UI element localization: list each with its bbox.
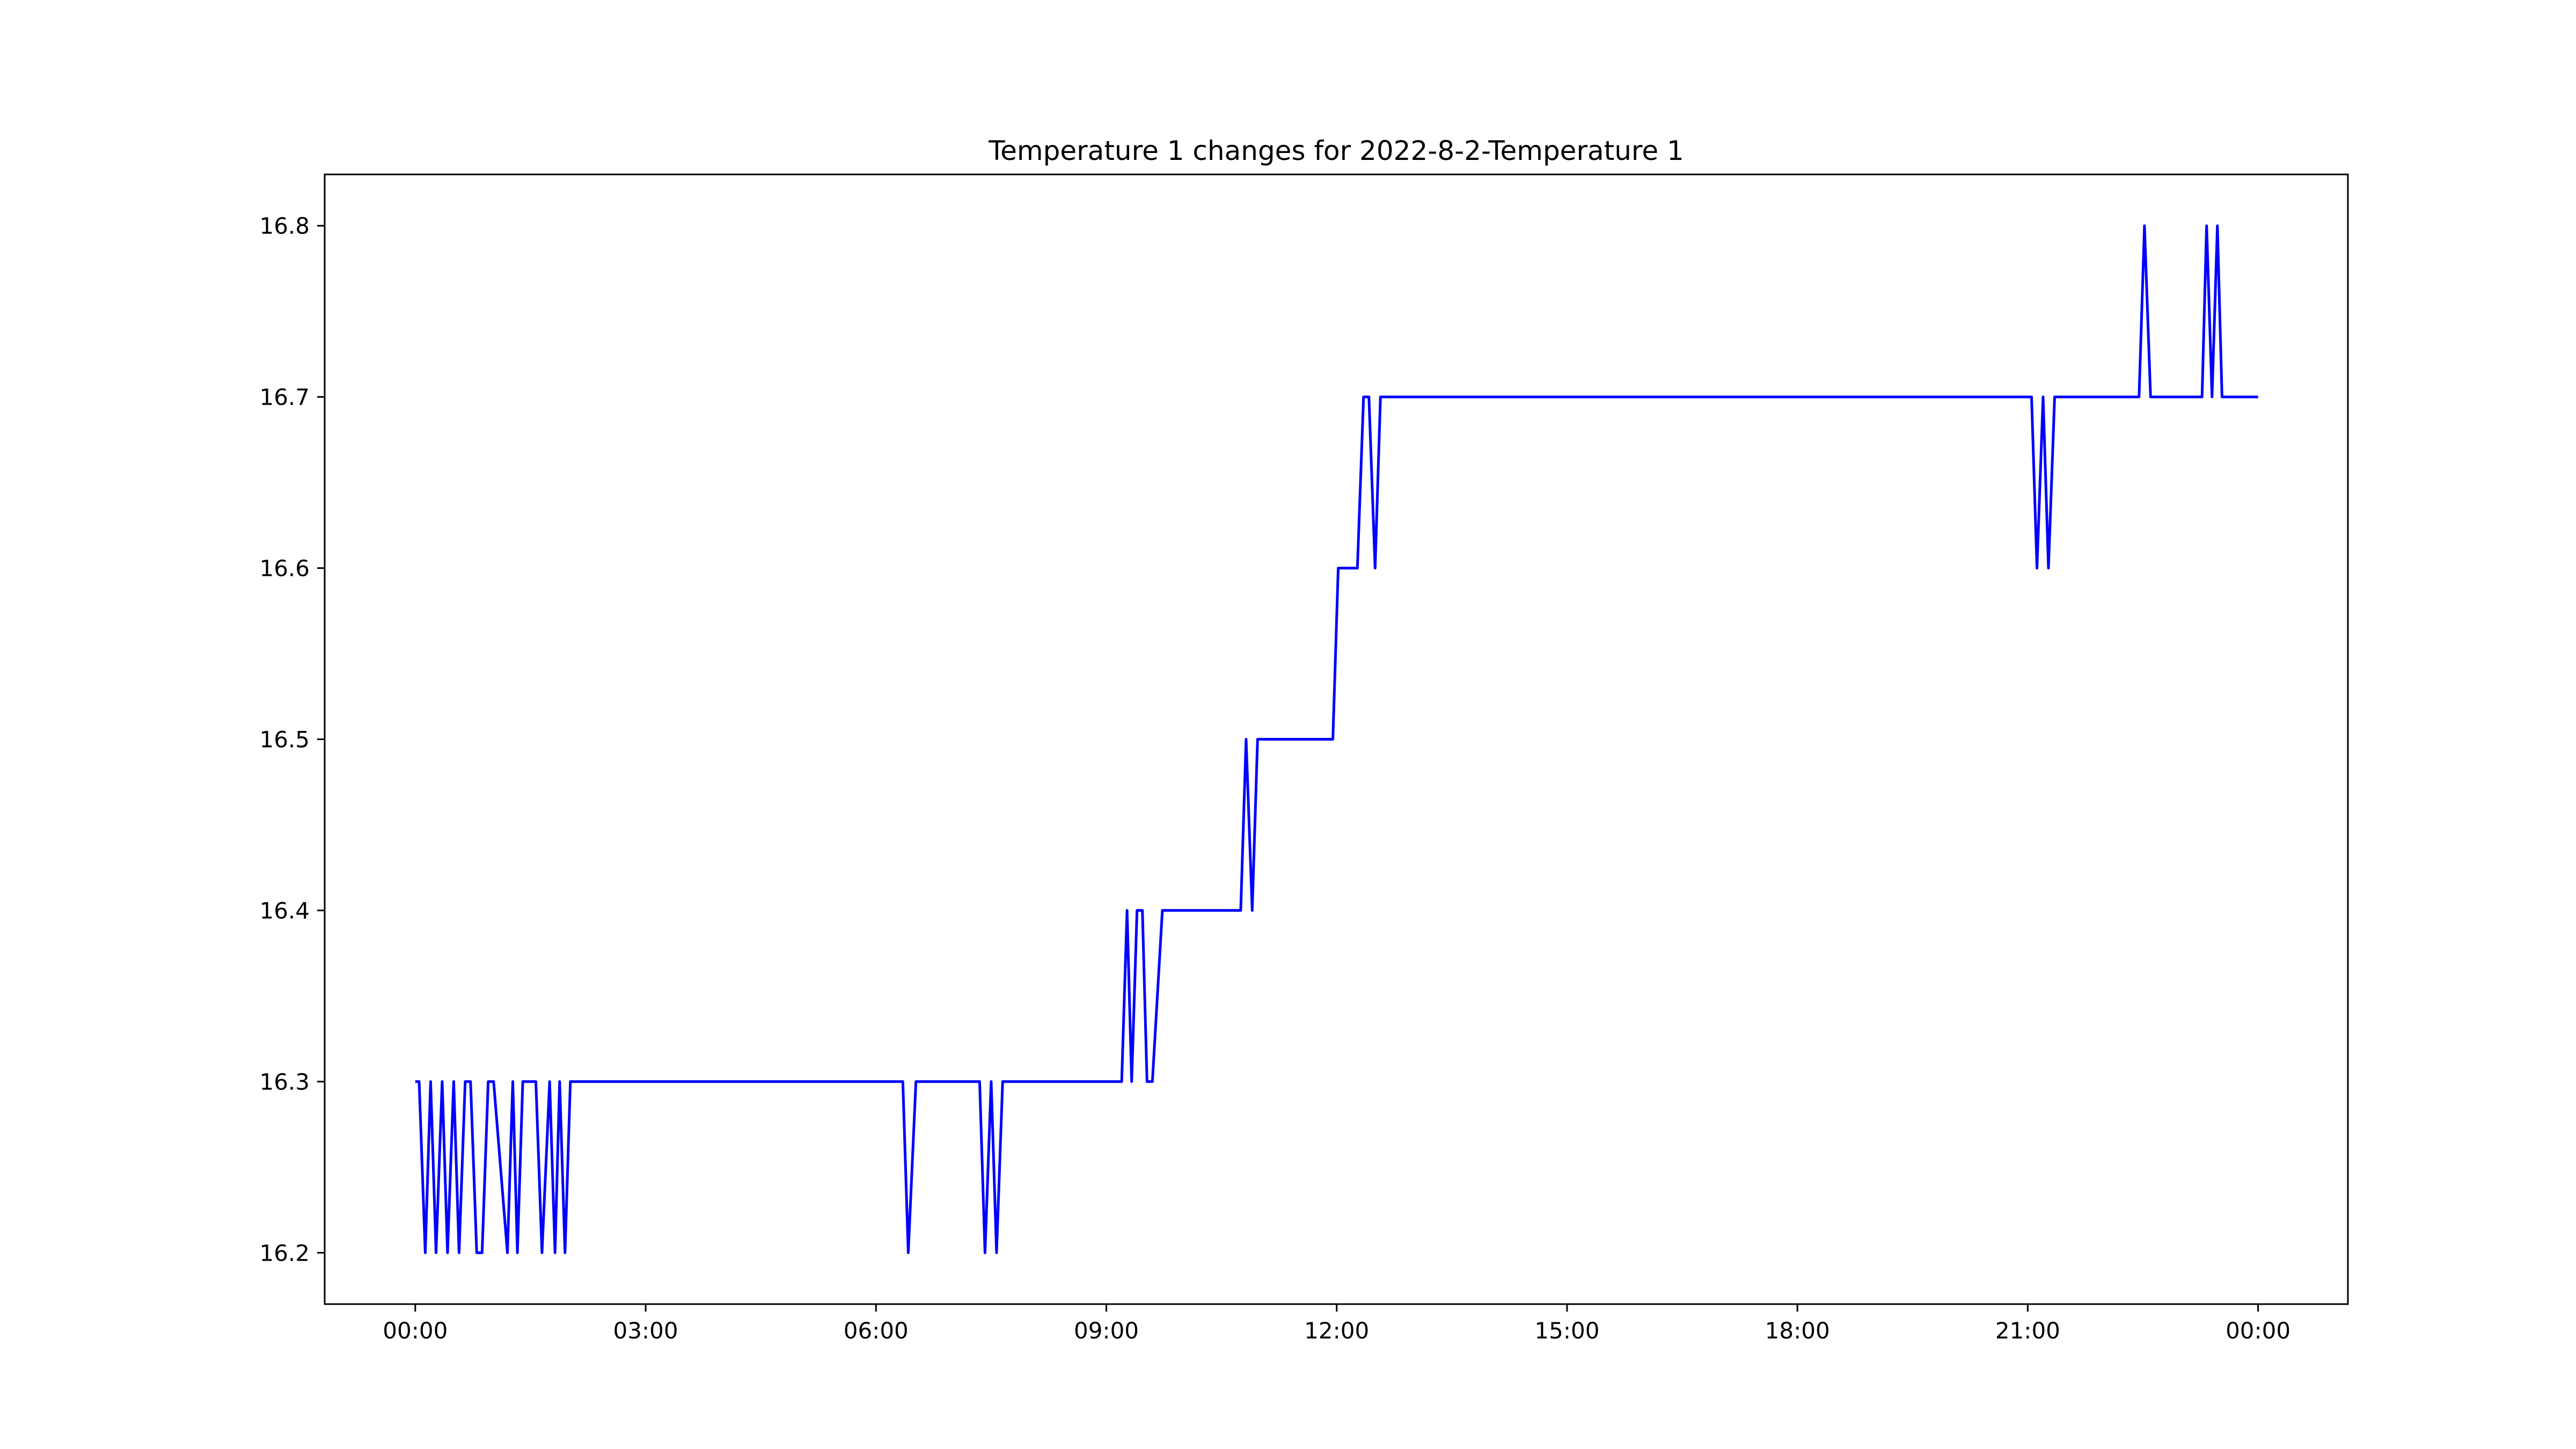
y-tick-label-1: 16.3 — [259, 1069, 310, 1095]
y-tick-label-6: 16.8 — [259, 213, 310, 239]
x-tick-label-3: 09:00 — [1074, 1318, 1139, 1344]
y-tick-label-2: 16.4 — [259, 897, 310, 924]
temperature-series-line-0 — [415, 224, 2258, 1254]
y-tick-label-5: 16.7 — [259, 384, 310, 411]
x-tick-label-5: 15:00 — [1534, 1318, 1599, 1344]
x-tick-label-8: 00:00 — [2226, 1318, 2290, 1344]
series-group — [415, 224, 2258, 1254]
x-axis-ticks: 00:00 03:00 06:00 09:00 12:00 15:00 18:00 21:00… — [383, 1304, 2290, 1344]
chart-title: Temperature 1 changes for 2022-8-2-Tempe… — [988, 135, 1684, 166]
x-tick-label-1: 03:00 — [613, 1318, 678, 1344]
x-tick-label-2: 06:00 — [844, 1318, 909, 1344]
y-axis-ticks: 16.2 16.3 16.4 16.5 16.6 16.7 16.8 — [259, 213, 325, 1266]
y-tick-label-3: 16.5 — [259, 727, 310, 753]
x-tick-label-4: 12:00 — [1304, 1318, 1369, 1344]
x-tick-label-7: 21:00 — [1995, 1318, 2060, 1344]
plot-area-frame — [324, 173, 2349, 1305]
x-tick-label-6: 18:00 — [1765, 1318, 1830, 1344]
x-tick-label-0: 00:00 — [383, 1318, 448, 1344]
y-tick-label-4: 16.6 — [259, 555, 310, 582]
y-tick-label-0: 16.2 — [259, 1240, 310, 1266]
